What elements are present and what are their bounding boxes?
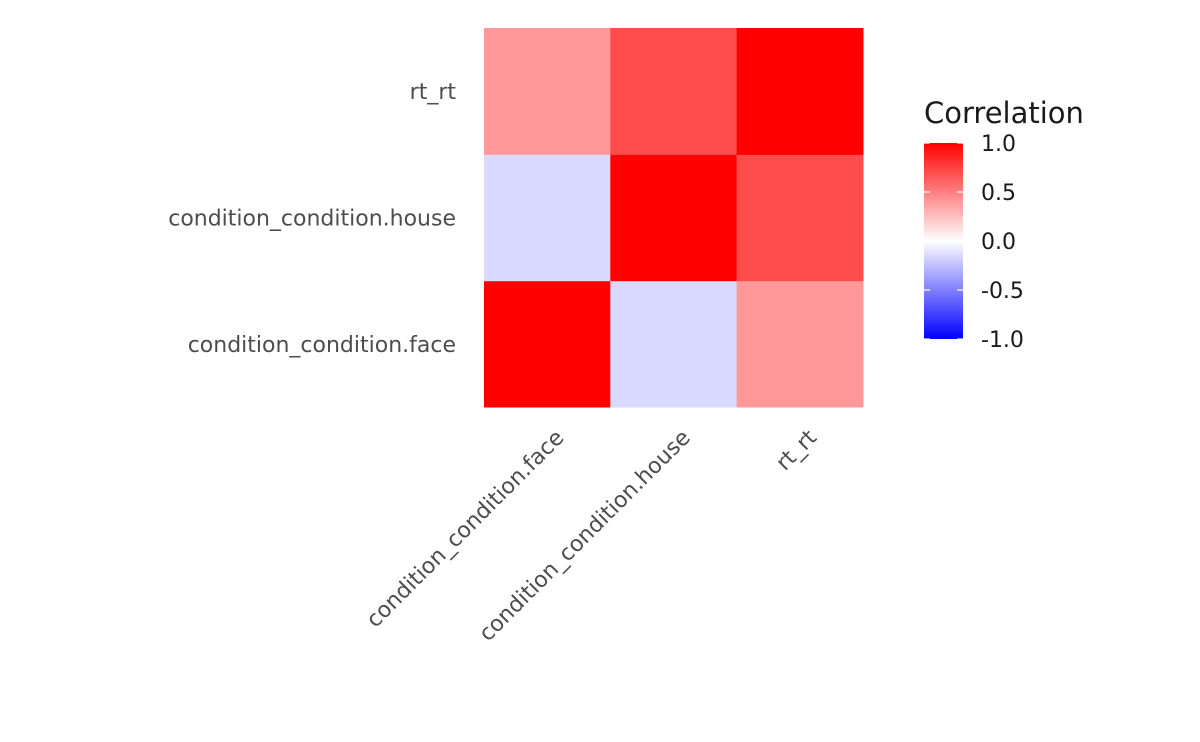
heatmap-cell-condition-condition-house-x-rt-rt (610, 28, 738, 155)
legend-tick-label-1: 0.5 (981, 181, 1016, 206)
y-tick-label-rt-rt: rt_rt (410, 80, 457, 105)
heatmap-cell-condition-condition-house-x-condition-condition-face (610, 280, 738, 408)
x-tick-label-condition-condition-face: condition_condition.face (362, 425, 569, 632)
legend-tick-label-4: -1.0 (981, 328, 1024, 353)
heatmap-cell-condition-condition-house-x-condition-condition-house (610, 154, 738, 282)
heatmap-cell-condition-condition-face-x-rt-rt (484, 28, 611, 155)
heatmap-cell-rt-rt-x-condition-condition-house (736, 154, 864, 282)
x-tick-label-condition-condition-house: condition_condition.house (475, 425, 696, 646)
y-tick-label-condition-condition-face: condition_condition.face (188, 333, 456, 358)
legend-tick-label-0: 1.0 (981, 132, 1016, 157)
heatmap-tiles (484, 28, 864, 408)
heatmap-cell-condition-condition-face-x-condition-condition-house (484, 154, 611, 282)
legend-title: Correlation (924, 96, 1084, 130)
heatmap-cell-rt-rt-x-rt-rt (736, 28, 864, 155)
legend-colorbar (924, 143, 963, 339)
x-tick-label-rt-rt: rt_rt (772, 425, 823, 476)
legend: Correlation 1.0 0.5 0.0 -0.5 -1.0 (924, 96, 1084, 353)
x-axis-tick-labels: condition_condition.facecondition_condit… (362, 425, 822, 646)
legend-tick-label-3: -0.5 (981, 279, 1024, 304)
legend-tick-label-2: 0.0 (981, 230, 1016, 255)
y-axis-tick-labels: condition_condition.face condition_condit… (168, 80, 456, 358)
heatmap-cell-condition-condition-face-x-condition-condition-face (484, 280, 611, 408)
legend-ticks: 1.0 0.5 0.0 -0.5 -1.0 (924, 132, 1024, 353)
heatmap-cell-rt-rt-x-condition-condition-face (736, 280, 864, 408)
y-tick-label-condition-condition-house: condition_condition.house (168, 206, 456, 231)
